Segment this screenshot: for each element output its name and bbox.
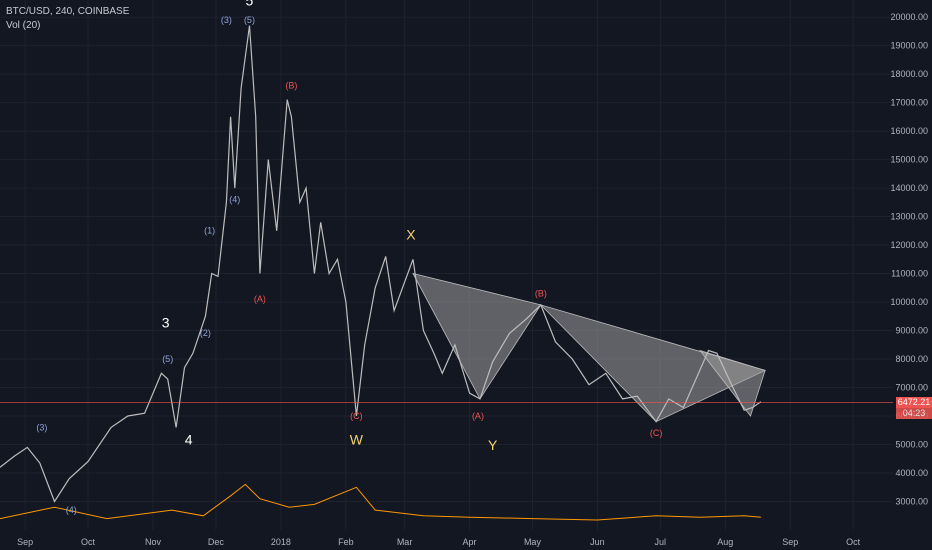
x-tick-label: Apr xyxy=(463,537,477,547)
volume-pane xyxy=(0,483,761,521)
y-tick-label: 20000.00 xyxy=(890,12,928,22)
wave-labels: (3) (4) (5) 3 4 (2) (1) (4) (3) (5) 5 (A) (B) (C) W X (A… xyxy=(36,0,662,515)
wave-label: W xyxy=(350,432,364,448)
y-tick-label: 12000.00 xyxy=(890,240,928,250)
wave-label: (3) xyxy=(36,422,47,432)
y-tick-label: 15000.00 xyxy=(890,155,928,165)
price-line xyxy=(0,25,762,503)
wave-label: 3 xyxy=(162,315,170,331)
x-tick-label: Nov xyxy=(145,537,162,547)
wave-label: (A) xyxy=(472,411,484,421)
last-price-value: 6472.21 xyxy=(896,396,932,408)
x-tick-label: Sep xyxy=(782,537,798,547)
symbol-title[interactable]: BTC/USD, 240, COINBASE xyxy=(6,6,130,17)
wave-label: (4) xyxy=(66,505,77,515)
y-tick-label: 17000.00 xyxy=(890,98,928,108)
wave-label: (2) xyxy=(200,328,211,338)
y-tick-label: 14000.00 xyxy=(890,183,928,193)
x-axis[interactable]: Sep Oct Nov Dec 2018 Feb Mar Apr May Jun Jul Aug Sep… xyxy=(17,537,861,547)
y-tick-label: 7000.00 xyxy=(895,383,928,393)
triangle-pattern xyxy=(539,304,767,423)
wave-label: (1) xyxy=(204,226,215,236)
x-tick-label: Sep xyxy=(17,537,33,547)
volume-indicator-label[interactable]: Vol (20) xyxy=(6,20,41,31)
y-tick-label: 19000.00 xyxy=(890,41,928,51)
wave-label: Y xyxy=(488,437,498,453)
y-tick-label: 4000.00 xyxy=(895,468,928,478)
y-tick-label: 3000.00 xyxy=(895,497,928,507)
wave-label: (B) xyxy=(285,80,297,90)
y-tick-label: 9000.00 xyxy=(895,326,928,336)
chart-grid xyxy=(0,0,893,530)
wave-label: (5) xyxy=(162,354,173,364)
x-tick-label: May xyxy=(524,537,542,547)
x-tick-label: Oct xyxy=(846,537,861,547)
wave-label: (C) xyxy=(650,428,663,438)
triangle-patterns xyxy=(412,272,767,423)
price-series xyxy=(0,25,762,503)
y-tick-label: 16000.00 xyxy=(890,126,928,136)
wave-label: (3) xyxy=(221,15,232,25)
x-tick-label: Jul xyxy=(655,537,667,547)
y-tick-label: 8000.00 xyxy=(895,354,928,364)
wave-label: (A) xyxy=(254,294,266,304)
wave-label: 4 xyxy=(185,432,193,448)
y-tick-label: 13000.00 xyxy=(890,212,928,222)
x-tick-label: 2018 xyxy=(271,537,291,547)
x-tick-label: Jun xyxy=(590,537,605,547)
x-tick-label: Oct xyxy=(81,537,96,547)
triangle-pattern xyxy=(699,349,766,417)
last-price-tag: 6472.21 04:23 xyxy=(896,396,932,419)
y-tick-label: 5000.00 xyxy=(895,440,928,450)
y-tick-label: 11000.00 xyxy=(891,269,928,279)
triangle-pattern xyxy=(412,272,542,400)
x-tick-label: Aug xyxy=(717,537,733,547)
x-tick-label: Mar xyxy=(397,537,413,547)
wave-label: (C) xyxy=(350,411,363,421)
bar-countdown: 04:23 xyxy=(896,407,932,419)
wave-label: (B) xyxy=(535,288,547,298)
x-tick-label: Feb xyxy=(338,537,354,547)
wave-label: (4) xyxy=(229,194,240,204)
volume-ma-line xyxy=(0,483,761,521)
x-tick-label: Dec xyxy=(208,537,225,547)
y-tick-label: 10000.00 xyxy=(890,297,928,307)
wave-label: (5) xyxy=(244,15,255,25)
y-tick-label: 18000.00 xyxy=(890,69,928,79)
wave-label: X xyxy=(406,226,416,242)
wave-label: 5 xyxy=(246,0,254,9)
